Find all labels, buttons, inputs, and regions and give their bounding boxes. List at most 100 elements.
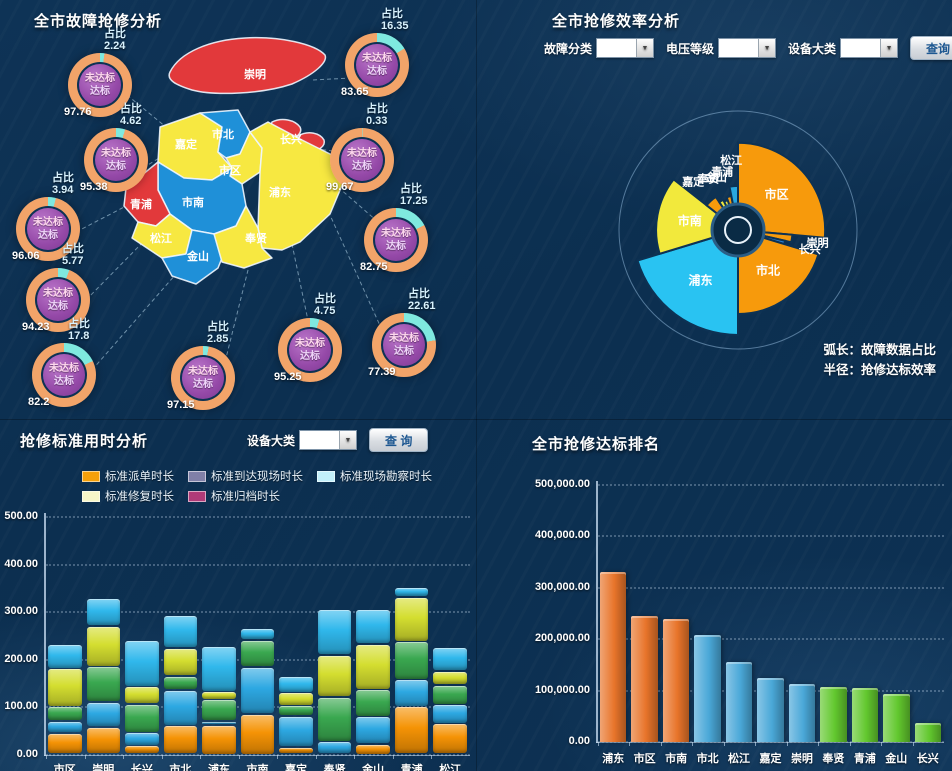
- x-axis-tick: [692, 742, 694, 746]
- donut-rate-label: 82.75: [360, 261, 388, 273]
- shanghai-map: 崇明 长兴 嘉定 市北 市区 浦东 市南 青浦 松江 金山 奉贤: [75, 36, 383, 371]
- bar-segment: [394, 588, 429, 597]
- bar-segment: [240, 628, 275, 640]
- chevron-down-icon[interactable]: ▼: [880, 39, 898, 57]
- donut-core: 未达标 达标: [383, 324, 425, 366]
- x-axis-tick: [786, 742, 788, 746]
- gridline: [598, 586, 944, 589]
- donut-core: 未达标 达标: [182, 357, 224, 399]
- district-shape-chongming: [168, 36, 327, 95]
- x-axis-tick: [123, 755, 125, 759]
- bar-segment: [279, 716, 313, 747]
- bar-segment: [240, 667, 275, 713]
- donut-core: 未达标 达标: [27, 208, 69, 250]
- donut-share-label: 占比 0.33: [366, 103, 388, 128]
- donut-rate-label: 83.65: [341, 86, 369, 98]
- bar-segment: [433, 724, 467, 754]
- district-shape-pudong: [249, 121, 347, 251]
- connector-lines: [75, 77, 383, 371]
- x-axis-tick: [881, 742, 883, 746]
- bar-segment: [356, 644, 390, 689]
- x-axis-label: 长兴: [916, 753, 939, 765]
- donut-ring: 未达标 达标: [16, 197, 80, 261]
- voltage-level-select[interactable]: ▼: [718, 38, 777, 58]
- page-title: 全市抢修达标排名: [532, 436, 661, 453]
- donut-core: 未达标 达标: [289, 329, 331, 371]
- query-button[interactable]: 查 询: [369, 428, 429, 452]
- device-category-select[interactable]: ▼: [840, 38, 899, 58]
- donut-ring: 未达标 达标: [84, 128, 148, 192]
- donut-share-label: 占比 4.62: [120, 103, 142, 128]
- x-axis: [596, 742, 944, 743]
- svg-text:市南: 市南: [182, 195, 204, 209]
- x-axis-tick: [84, 755, 86, 759]
- repair-donut: 未达标 达标 占比 22.61 77.39: [368, 288, 436, 378]
- x-axis-label: 崇明: [92, 764, 115, 771]
- x-axis-tick: [755, 742, 757, 746]
- rank-bar: [788, 684, 816, 742]
- x-axis-tick: [912, 742, 914, 746]
- query-button[interactable]: 查询: [910, 36, 952, 60]
- donut-core: 未达标 达标: [43, 354, 85, 396]
- rose-sector: [737, 228, 820, 316]
- axis-tick-label: 400.00: [4, 557, 38, 570]
- x-axis-label: 市南: [246, 764, 269, 771]
- x-axis-tick: [598, 742, 599, 746]
- bar-segment: [163, 690, 198, 725]
- donut-ring: 未达标 达标: [26, 268, 90, 332]
- chevron-down-icon[interactable]: ▼: [636, 39, 654, 57]
- svg-text:金山: 金山: [186, 249, 209, 263]
- bar-segment: [240, 640, 275, 667]
- fault-category-select[interactable]: ▼: [596, 38, 655, 58]
- legend-swatch: [82, 490, 100, 502]
- legend-swatch: [188, 470, 206, 482]
- gridline: [598, 535, 944, 538]
- rank-bar: [820, 687, 847, 742]
- bar-segment: [202, 692, 236, 699]
- bar-segment: [240, 714, 275, 754]
- repair-donut: 未达标 达标 占比 4.75 95.25: [274, 293, 342, 383]
- x-axis-label: 市区: [633, 753, 656, 765]
- chevron-down-icon[interactable]: ▼: [339, 431, 357, 449]
- rose-sector-label: 崇明: [807, 236, 829, 250]
- svg-text:长兴: 长兴: [280, 132, 302, 146]
- bar-segment: [317, 697, 352, 741]
- bar-segment: [163, 648, 198, 675]
- donut-rate-label: 77.39: [368, 366, 396, 378]
- panel-fault-analysis: 全市故障抢修分析: [0, 0, 476, 420]
- rose-sector-label: 市北: [756, 263, 780, 278]
- rose-sector-label: 松江: [720, 153, 742, 167]
- rank-bar: [851, 688, 879, 742]
- donut-ring: 未达标 达标: [278, 318, 342, 382]
- repair-donut: 未达标 达标 占比 2.24 97.76: [64, 28, 132, 118]
- donut-layer: 未达标 达标 占比 2.24 97.76 未达标 达标 占比 4.62 95.38 未达标 达标 占比 3…: [0, 0, 476, 420]
- x-axis-tick: [431, 755, 433, 759]
- bar-segment: [86, 626, 121, 666]
- donut-core: 未达标 达标: [37, 279, 79, 321]
- x-axis-tick: [161, 755, 163, 759]
- page-title: 全市抢修效率分析: [552, 13, 681, 30]
- donut-rate-label: 95.38: [80, 181, 108, 193]
- donut-ring: 未达标 达标: [171, 346, 235, 410]
- bar-segment: [433, 705, 467, 723]
- bar-segment: [433, 686, 467, 704]
- x-axis-label: 奉贤: [323, 764, 346, 771]
- donut-share-label: 占比 2.85: [207, 321, 229, 346]
- device-category-select[interactable]: ▼: [299, 430, 358, 450]
- filter-bar: 设备大类 ▼ 查 询: [247, 428, 429, 452]
- bar-segment: [202, 646, 236, 691]
- chevron-down-icon[interactable]: ▼: [758, 39, 776, 57]
- bar-segment: [48, 669, 82, 706]
- legend-label: 标准到达现场时长: [211, 471, 303, 483]
- x-axis-label: 青浦: [400, 764, 423, 771]
- bar-segment: [394, 642, 429, 679]
- repair-donut: 未达标 达标 占比 4.62 95.38: [80, 103, 148, 193]
- axis-tick-label: 200.00: [4, 652, 38, 665]
- x-axis-label: 崇明: [790, 753, 813, 765]
- axis-tick-label: 100.00: [4, 700, 38, 713]
- x-axis-label: 市区: [53, 764, 76, 771]
- svg-text:嘉定: 嘉定: [174, 137, 197, 151]
- voltage-level-label: 电压等级: [666, 41, 715, 56]
- bar-segment: [279, 706, 313, 716]
